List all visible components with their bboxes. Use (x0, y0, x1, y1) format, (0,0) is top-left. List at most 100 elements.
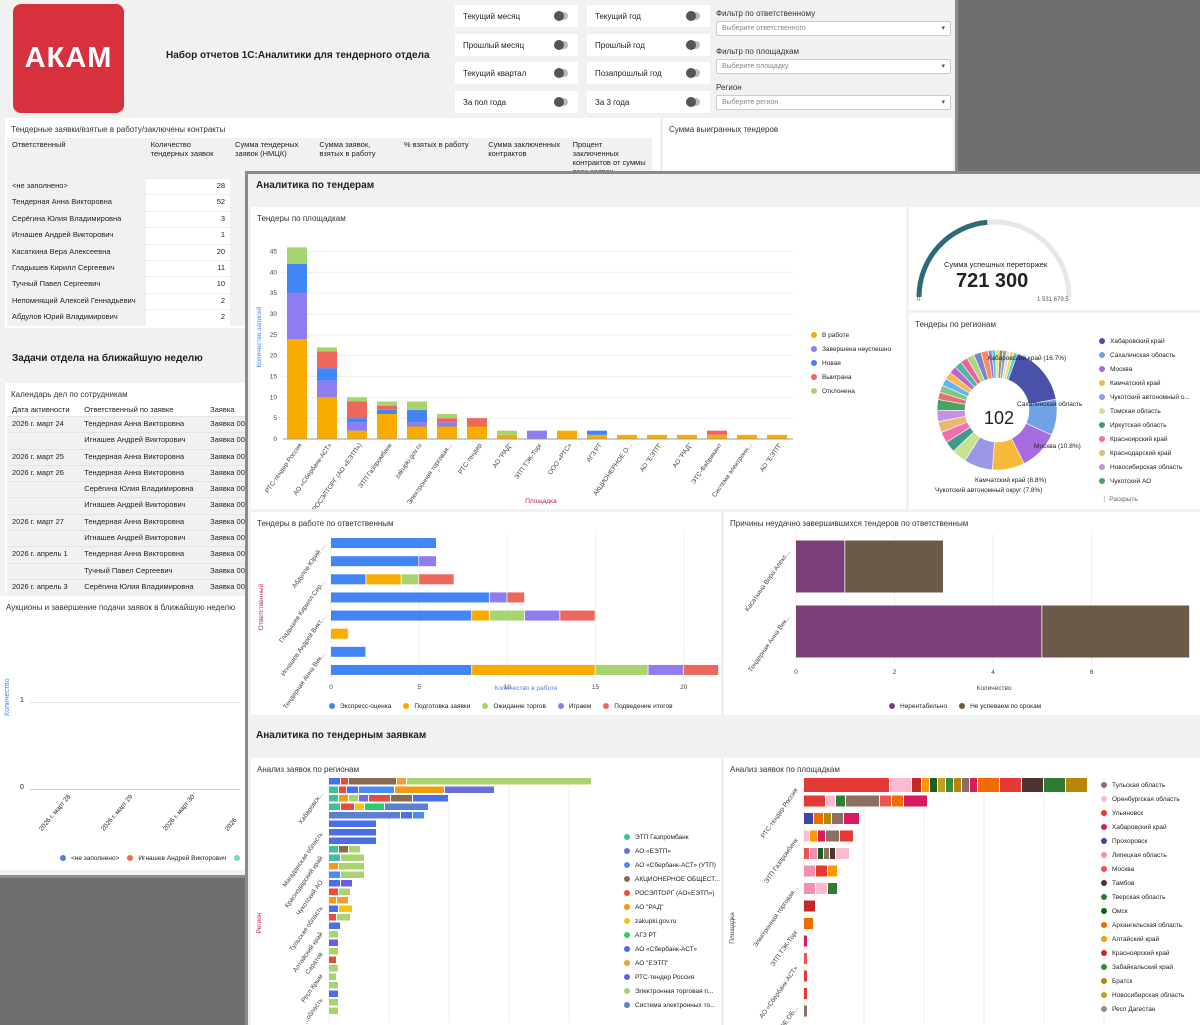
legend-item: Подготовка заявки (403, 703, 470, 710)
toggle-switch[interactable] (686, 97, 700, 107)
filter-label: Фильтр по ответственному (716, 9, 816, 18)
bar-segment (437, 426, 457, 439)
legend-label: Забайкальский край (1112, 964, 1174, 971)
platform-select[interactable]: Выберите площадку (716, 59, 951, 74)
bar-segment (339, 846, 348, 853)
bar-segment (413, 795, 448, 802)
bids-section-title: Аналитика по тендерным заявкам (256, 730, 427, 741)
table-row: Игнашев Андрей Викторович Заявка 0000 (7, 530, 245, 547)
toggle-5[interactable]: Текущий квартал (455, 62, 578, 84)
bar-segment (1066, 778, 1087, 792)
toggle-4[interactable]: Прошлый год (587, 34, 710, 56)
filter-label: Фильтр по площадкам (716, 47, 799, 56)
column-header: Количество тендерных заявок (145, 138, 231, 179)
bar-segment (377, 401, 397, 406)
legend-item: zakupki.gov.ru (624, 915, 720, 929)
toggle-switch[interactable] (686, 68, 700, 78)
bar-segment (467, 426, 487, 439)
toggle-1[interactable]: Текущий месяц (455, 5, 578, 27)
x-tick: ООО «РТС» (547, 442, 574, 477)
in-work-title: Тендеры в работе по ответственным (257, 519, 394, 528)
bar-segment (287, 264, 307, 294)
bar-segment (497, 430, 517, 435)
expand-link[interactable]: ⋮ Раскрыть (1101, 496, 1138, 503)
legend-item: ЭТП Газпромбанк (624, 831, 720, 845)
y-tick: Тендерная Анна Вик... (747, 614, 792, 673)
bar-segment (683, 664, 719, 675)
legend-item: РОСЭЛТОРГ (АО«ЕЭТП») (624, 887, 720, 901)
toggle-switch[interactable] (554, 97, 568, 107)
bar-segment (329, 990, 338, 997)
legend-dot (1101, 964, 1107, 970)
y-tick: ЭТП ТЭК-Торг (769, 929, 800, 969)
legend-dot (1099, 478, 1105, 484)
table-row: Серёгина Юлия Владимировна Заявка 0000 (7, 481, 245, 498)
bar-segment (341, 803, 354, 810)
toggle-switch[interactable] (554, 40, 568, 50)
bar-segment (970, 778, 977, 792)
bar-segment (329, 854, 340, 861)
legend-item: Подведение итогов (603, 703, 673, 710)
toggle-switch[interactable] (686, 40, 700, 50)
bar-segment (560, 610, 595, 621)
legend-item: Тверская область (1101, 891, 1184, 905)
bar-segment (347, 418, 367, 423)
bar-segment (329, 786, 338, 793)
legend-dot (811, 374, 817, 380)
legend-item: Москва (1101, 863, 1184, 877)
bar-segment (339, 863, 364, 870)
calendar-cell: 2026 г. март 26 (12, 467, 64, 477)
column-header: Ответственный по заявке (79, 403, 206, 417)
bar-segment (437, 422, 457, 427)
legend-label: Тамбов (1112, 880, 1135, 887)
table-row: 2026 г. апрель 3 Серёгина Юлия Владимиров… (7, 579, 245, 593)
region-select[interactable]: Выберите регион (716, 95, 951, 110)
responsible-select[interactable]: Выберите ответственного (716, 21, 951, 36)
x-tick: АГЗ РТ (586, 442, 604, 464)
toggle-3[interactable]: Прошлый месяц (455, 34, 578, 56)
responsible-cell: Серёгина Юлия Владимировна (7, 211, 146, 228)
legend-label: АО «Сбербанк-АСТ» (УТП) (635, 862, 716, 869)
bar-segment (391, 795, 412, 802)
bar-segment (437, 418, 457, 423)
legend-item: Алтайский край (1101, 933, 1184, 947)
toggle-switch[interactable] (554, 11, 568, 21)
bar-segment (904, 795, 927, 807)
bar-segment (892, 795, 903, 807)
toggle-6[interactable]: Позапрошлый год (587, 62, 710, 84)
calendar-cell: Заявка 0000 (210, 451, 245, 461)
legend-dot (1099, 422, 1105, 428)
x-tick: АО "РАД" (672, 442, 694, 470)
bar-segment (329, 880, 340, 887)
bar-segment (954, 778, 961, 792)
toggle-2[interactable]: Текущий год (587, 5, 710, 27)
bar-segment (369, 795, 390, 802)
legend-dot (482, 703, 489, 709)
slice-label: Камчатский край (8.8%) (975, 477, 1047, 484)
bar-segment (329, 778, 340, 785)
x-tick: 0 (794, 669, 798, 676)
toggle-8[interactable]: За 3 года (587, 91, 710, 113)
legend-dot (329, 703, 335, 709)
legend-item: Сахалинская область (1099, 349, 1190, 363)
legend-dot (624, 988, 630, 994)
toggle-switch[interactable] (686, 11, 700, 21)
x-tick: РОСЭЛТОРГ (АО «ЕЭТП») (311, 442, 363, 509)
toggle-7[interactable]: За пол года (455, 91, 578, 113)
bar-segment (880, 795, 891, 807)
legend-label: РОСЭЛТОРГ (АО«ЕЭТП») (635, 890, 715, 897)
count-cell: 11 (217, 262, 226, 272)
calendar-cell: 2026 г. март 24 (12, 419, 64, 428)
regions-title: Тендеры по регионам (915, 320, 996, 329)
bar-segment (804, 953, 807, 964)
legend-item: Нерентабельно (889, 703, 947, 710)
calendar-cell: Заявка 0000 (210, 565, 245, 575)
legend-label: Тульская область (1112, 782, 1166, 789)
bar-segment (804, 778, 889, 792)
y-tick: 40 (270, 269, 278, 276)
bar-segment (407, 401, 427, 410)
calendar-cell: Тендерная Анна Викторовна (84, 467, 185, 477)
bar-segment (1022, 778, 1043, 792)
toggle-switch[interactable] (554, 68, 568, 78)
calendar-cell (7, 433, 79, 449)
